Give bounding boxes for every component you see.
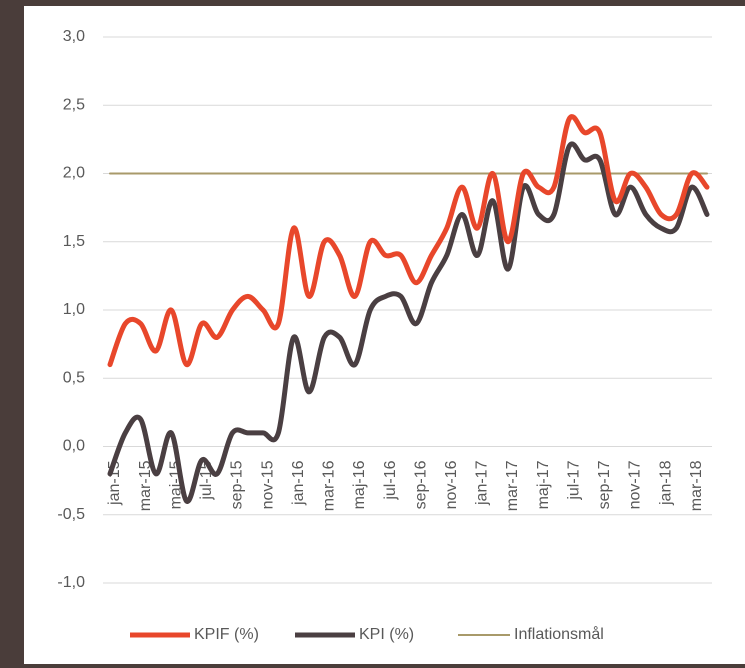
y-tick-label: 1,5 <box>63 233 85 250</box>
x-tick-label: jan-18 <box>657 460 674 506</box>
x-tick-label: jan-16 <box>290 460 307 506</box>
y-tick-label: -1,0 <box>57 574 85 591</box>
legend-label: KPIF (%) <box>194 626 259 643</box>
y-tick-label: 2,5 <box>63 96 85 113</box>
x-tick-label: jul-17 <box>565 460 582 500</box>
y-tick-label: -0,5 <box>57 506 85 523</box>
x-tick-label: nov-17 <box>627 460 644 509</box>
x-tick-label: mar-15 <box>137 460 154 511</box>
x-tick-label: maj-17 <box>535 460 552 509</box>
series-line <box>107 141 710 504</box>
x-tick-label: jul-16 <box>382 460 399 500</box>
series-line <box>107 114 710 368</box>
y-tick-label: 3,0 <box>63 28 85 45</box>
legend-label: Inflationsmål <box>514 625 604 643</box>
x-tick-label: sep-15 <box>229 460 246 509</box>
x-tick-label: sep-17 <box>596 460 613 509</box>
x-tick-label: maj-16 <box>351 460 368 509</box>
x-tick-label: mar-18 <box>688 460 705 511</box>
x-tick-label: mar-17 <box>504 460 521 511</box>
x-tick-label: nov-16 <box>443 460 460 509</box>
x-tick-label: nov-15 <box>259 460 276 509</box>
y-tick-label: 2,0 <box>63 165 85 182</box>
y-tick-label: 0,0 <box>63 438 85 455</box>
x-tick-label: mar-16 <box>321 460 338 511</box>
x-tick-label: jan-17 <box>474 460 491 506</box>
legend-label: KPI (%) <box>359 626 414 643</box>
y-tick-label: 0,5 <box>63 369 85 386</box>
y-tick-label: 1,0 <box>63 301 85 318</box>
panel <box>24 6 745 664</box>
x-tick-label: sep-16 <box>412 460 429 509</box>
